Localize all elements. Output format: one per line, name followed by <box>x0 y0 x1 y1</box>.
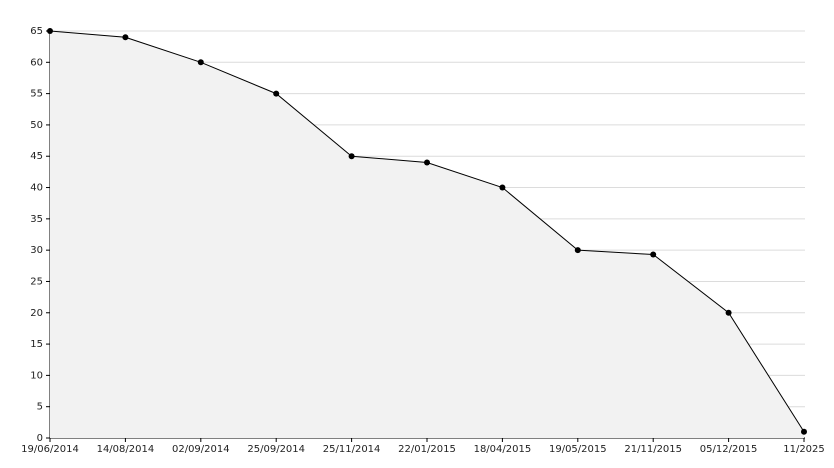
x-tick-label: 19/06/2014 <box>21 444 79 455</box>
y-tick-label: 5 <box>37 402 43 413</box>
x-tick-label: 25/11/2014 <box>323 444 381 455</box>
y-tick-label: 10 <box>30 370 43 381</box>
x-tick-label: 21/11/2015 <box>624 444 682 455</box>
point <box>47 28 53 34</box>
point <box>348 153 355 160</box>
point <box>801 428 807 435</box>
y-tick-label: 40 <box>30 183 43 194</box>
y-tick-label: 15 <box>30 339 43 350</box>
x-tick-label: 19/05/2015 <box>549 444 607 455</box>
x-tick-label: 25/09/2014 <box>247 444 305 455</box>
x-tick-label: 02/09/2014 <box>172 444 230 455</box>
y-tick-label: 20 <box>30 308 43 319</box>
point <box>273 90 280 97</box>
point <box>499 184 506 191</box>
area <box>50 31 804 438</box>
point <box>122 34 129 41</box>
y-tick-label: 45 <box>30 151 43 162</box>
y-tick-label: 60 <box>30 57 43 68</box>
point <box>197 59 204 66</box>
y-tick-label: 25 <box>30 276 43 287</box>
x-tick-label: 14/08/2014 <box>97 444 155 455</box>
point <box>650 251 657 258</box>
y-tick-label: 65 <box>30 26 43 37</box>
y-tick-label: 50 <box>30 120 43 131</box>
y-tick-label: 30 <box>30 245 43 256</box>
y-tick-label: 35 <box>30 214 43 225</box>
x-tick-label: 11/2025 <box>783 444 825 455</box>
x-tick-label: 05/12/2015 <box>700 444 758 455</box>
x-tick-label: 22/01/2015 <box>398 444 456 455</box>
y-tick-label: 0 <box>37 433 43 444</box>
x-tick-label: 18/04/2015 <box>474 444 532 455</box>
point <box>424 159 430 166</box>
point <box>725 309 732 316</box>
point <box>574 247 581 254</box>
y-tick-label: 55 <box>30 89 43 100</box>
